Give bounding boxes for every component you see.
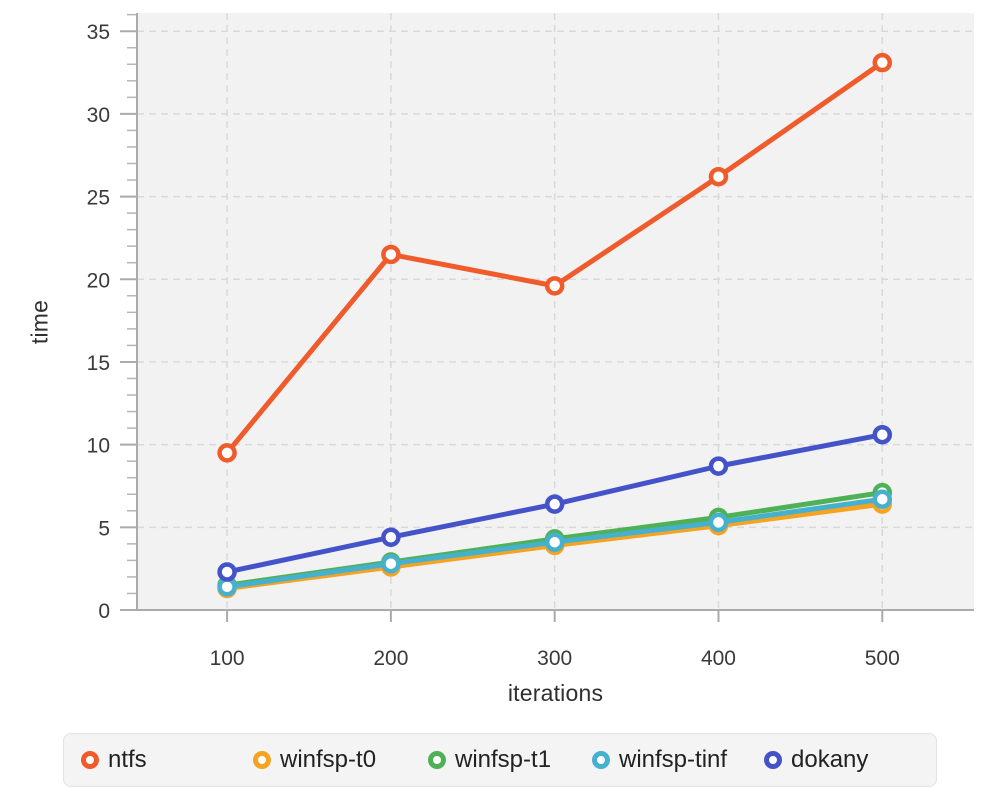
line-chart: 0 5 10 15 20 25 30 35 100 200 300 400 500 time itera…: [26, 13, 974, 706]
svg-text:0: 0: [98, 600, 110, 623]
legend-label-ntfs: ntfs: [108, 746, 147, 773]
legend-label-winfsp-tinf: winfsp-tinf: [619, 746, 728, 773]
legend-label-dokany: dokany: [791, 746, 869, 773]
legend-marker-winfsp-t0-icon: [253, 751, 271, 769]
svg-text:10: 10: [87, 435, 110, 458]
svg-text:300: 300: [537, 647, 572, 670]
legend-label-winfsp-t0: winfsp-t0: [280, 746, 377, 773]
legend: ntfs winfsp-t0 winfsp-t1 winfsp-tinf dok…: [63, 733, 937, 787]
legend-item-winfsp-t1[interactable]: winfsp-t1: [428, 746, 592, 774]
legend-marker-ntfs-icon: [81, 751, 99, 769]
svg-text:25: 25: [87, 187, 110, 210]
legend-item-winfsp-tinf[interactable]: winfsp-tinf: [592, 746, 764, 774]
legend-label-winfsp-t1: winfsp-t1: [455, 746, 552, 773]
svg-text:500: 500: [865, 647, 900, 670]
legend-marker-dokany-icon: [764, 751, 782, 769]
svg-text:5: 5: [98, 517, 110, 540]
legend-item-ntfs[interactable]: ntfs: [81, 746, 253, 774]
x-axis-title: iterations: [507, 680, 604, 706]
svg-text:35: 35: [87, 21, 110, 44]
y-axis-title: time: [26, 299, 53, 345]
plot-area: 0 5 10 15 20 25 30 35 100 200 300 400 500: [87, 13, 974, 670]
svg-text:15: 15: [87, 352, 110, 375]
svg-text:20: 20: [87, 269, 110, 292]
legend-marker-winfsp-t1-icon: [428, 751, 446, 769]
legend-item-winfsp-t0[interactable]: winfsp-t0: [253, 746, 428, 774]
svg-text:200: 200: [373, 647, 408, 670]
legend-marker-winfsp-tinf-icon: [592, 751, 610, 769]
svg-text:30: 30: [87, 104, 110, 127]
svg-text:400: 400: [701, 647, 736, 670]
svg-text:100: 100: [210, 647, 245, 670]
legend-item-dokany[interactable]: dokany: [764, 746, 868, 774]
